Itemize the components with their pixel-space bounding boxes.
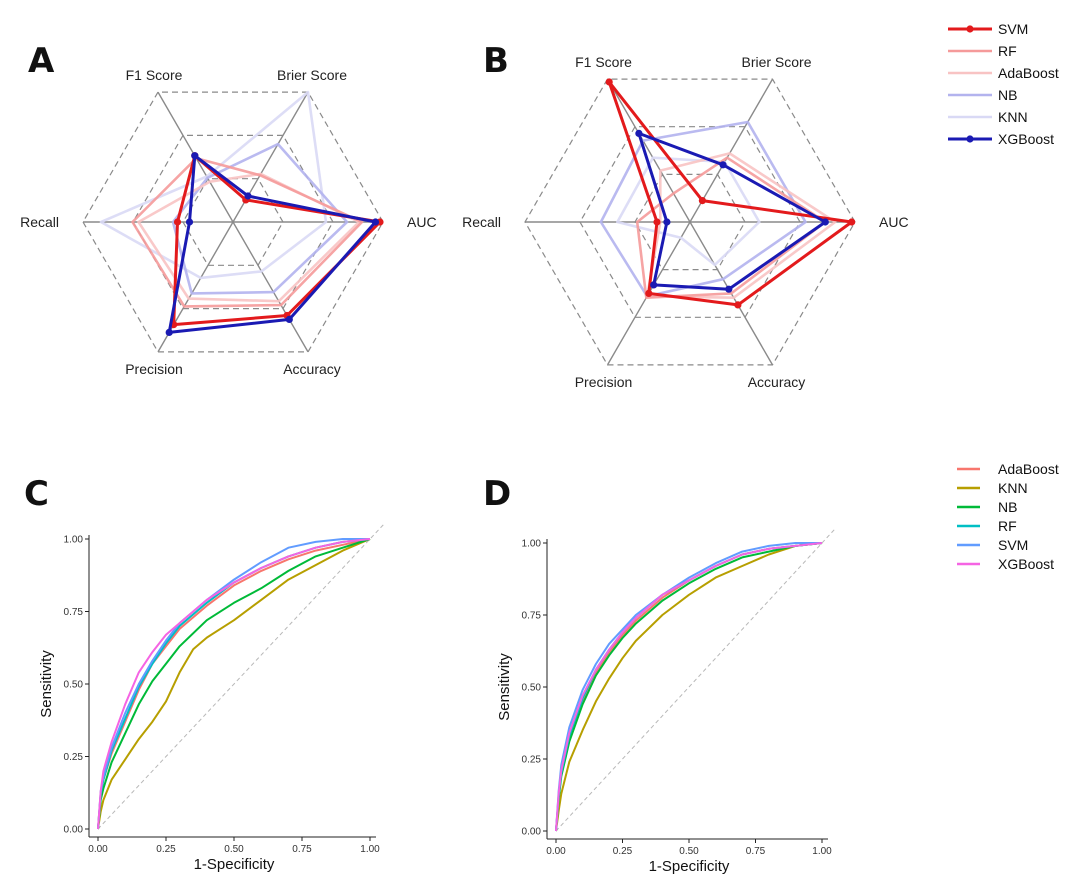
roc-y-axis-title: Sensitivity <box>496 653 513 721</box>
panel-letter-c: C <box>24 474 49 514</box>
legend-label-nb: NB <box>998 499 1017 515</box>
radar-point-xgboost <box>663 218 671 226</box>
radar-axis-label-recall: Recall <box>462 214 501 230</box>
radar-axis-label-brier-score: Brier Score <box>741 54 811 70</box>
radar-point-svm <box>734 301 742 309</box>
roc-x-tick-label: 0.50 <box>679 846 699 857</box>
roc-curve-knn <box>555 542 823 832</box>
radar-series-rf <box>635 156 827 300</box>
roc-x-tick-label: 0.75 <box>292 844 312 855</box>
radar-point-xgboost <box>371 218 380 226</box>
roc-reference-line <box>97 524 384 830</box>
radar-point-xgboost <box>635 129 643 137</box>
legend-label-rf: RF <box>998 518 1017 534</box>
radar-axis-label-accuracy: Accuracy <box>283 361 341 377</box>
radar-axis-label-auc: AUC <box>407 214 437 230</box>
radar-series-knn <box>99 90 328 280</box>
radar-point-svm <box>848 218 856 226</box>
radar-legend: SVM RF AdaBoost NB KNN XGBoost <box>948 21 1059 147</box>
roc-reference-line <box>555 528 836 832</box>
roc-x-tick-label: 0.00 <box>546 846 566 857</box>
roc-y-tick-label: 0.75 <box>522 611 542 622</box>
radar-series-nb <box>171 142 349 295</box>
radar-point-svm <box>698 197 707 205</box>
radar-series-svm <box>607 80 854 307</box>
radar-axis-label-precision: Precision <box>125 361 183 377</box>
legend-label-xgboost: XGBoost <box>998 131 1054 147</box>
roc-y-tick-label: 0.75 <box>64 607 84 618</box>
legend-label-svm: SVM <box>998 537 1028 553</box>
radar-axis-label-f1-score: F1 Score <box>126 67 183 83</box>
roc-curve-nb <box>97 538 371 830</box>
radar-series-nb <box>599 120 807 298</box>
radar-axis-label-accuracy: Accuracy <box>748 374 806 390</box>
legend-label-xgboost: XGBoost <box>998 556 1054 572</box>
radar-panel-b: B AUC Brier Score F1 Score Recall Precision Ac… <box>462 41 908 390</box>
radar-axis-label-recall: Recall <box>20 214 59 230</box>
legend-marker-svm <box>966 25 974 33</box>
panel-letter-b: B <box>483 41 509 81</box>
radar-point-xgboost <box>650 281 658 289</box>
roc-x-tick-label: 1.00 <box>812 846 832 857</box>
radar-spoke <box>232 221 309 353</box>
roc-panel-d: D 0.00 0.00 0.25 0.25 0.50 0.50 0.75 0.75 1.00 1.0… <box>483 474 836 875</box>
roc-x-tick-label: 0.25 <box>613 846 633 857</box>
radar-axis-label-auc: AUC <box>879 214 909 230</box>
roc-curve-svm <box>97 538 370 830</box>
radar-point-svm <box>173 218 182 226</box>
radar-axis-label-f1-score: F1 Score <box>575 54 632 70</box>
radar-point-xgboost <box>285 315 293 323</box>
roc-x-tick-label: 0.50 <box>224 844 244 855</box>
legend-label-rf: RF <box>998 43 1017 59</box>
radar-axis-label-precision: Precision <box>575 374 633 390</box>
radar-point-svm <box>645 289 653 297</box>
roc-curve-xgboost <box>97 538 371 830</box>
legend-label-nb: NB <box>998 87 1017 103</box>
roc-y-tick-label: 0.50 <box>522 683 542 694</box>
roc-x-tick-label: 0.25 <box>156 844 176 855</box>
roc-x-tick-label: 1.00 <box>360 844 380 855</box>
roc-y-tick-label: 0.00 <box>64 825 84 836</box>
roc-legend: AdaBoost KNN NB RF SVM XGBoost <box>957 461 1059 572</box>
legend-label-knn: KNN <box>998 480 1028 496</box>
radar-point-xgboost <box>191 152 199 160</box>
roc-y-tick-label: 1.00 <box>522 539 542 550</box>
legend-label-adaboost: AdaBoost <box>998 461 1059 477</box>
roc-curve-knn <box>97 538 371 830</box>
legend-label-knn: KNN <box>998 109 1028 125</box>
legend-marker-xgboost <box>966 135 974 143</box>
radar-point-svm <box>653 218 661 226</box>
roc-y-tick-label: 0.50 <box>64 680 84 691</box>
roc-y-tick-label: 0.00 <box>522 827 542 838</box>
radar-axis-label-brier-score: Brier Score <box>277 67 347 83</box>
roc-y-tick-label: 0.25 <box>522 755 542 766</box>
roc-y-axis-title: Sensitivity <box>38 650 55 718</box>
radar-series-rf <box>131 157 364 308</box>
radar-point-xgboost <box>719 161 727 169</box>
legend-label-adaboost: AdaBoost <box>998 65 1059 81</box>
roc-curve-svm <box>555 542 822 832</box>
radar-series-adaboost <box>137 172 361 303</box>
roc-curve-xgboost <box>555 542 823 832</box>
roc-x-axis-title: 1-Specificity <box>194 856 275 873</box>
radar-point-xgboost <box>821 218 829 226</box>
roc-x-tick-label: 0.75 <box>746 846 766 857</box>
legend-label-svm: SVM <box>998 21 1028 37</box>
roc-x-axis-title: 1-Specificity <box>649 858 730 875</box>
radar-point-xgboost <box>165 328 173 336</box>
radar-point-xgboost <box>725 285 733 293</box>
radar-point-xgboost <box>185 218 194 226</box>
radar-spoke <box>606 78 691 223</box>
roc-y-tick-label: 1.00 <box>64 535 84 546</box>
radar-point-xgboost <box>244 192 252 200</box>
panel-letter-a: A <box>28 41 55 81</box>
roc-x-tick-label: 0.00 <box>88 844 108 855</box>
roc-y-tick-label: 0.25 <box>64 752 84 763</box>
roc-panel-c: C 0.00 0.00 0.25 0.25 0.50 0.50 0.75 0.75 1.00 1.0… <box>24 474 384 873</box>
panel-letter-d: D <box>483 474 511 514</box>
radar-panel-a: A AUC Brier Score F1 Score Recall Precision Ac… <box>20 41 436 377</box>
radar-point-svm <box>605 78 613 86</box>
